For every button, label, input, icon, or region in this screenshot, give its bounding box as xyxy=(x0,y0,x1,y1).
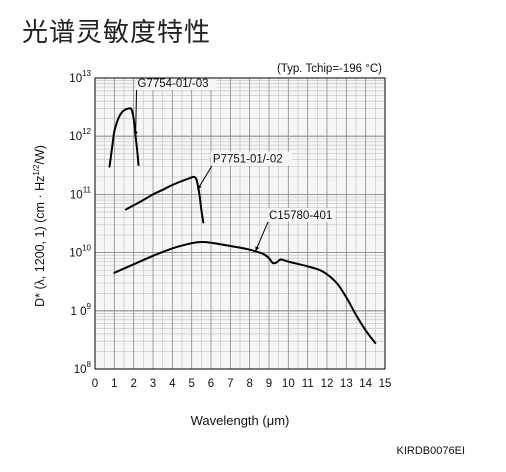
x-tick-label: 8 xyxy=(246,378,252,390)
series-label-leader xyxy=(197,165,213,191)
x-tick-label: 12 xyxy=(321,378,334,390)
x-axis-label: Wavelength (μm) xyxy=(191,413,290,428)
x-tick-label: 11 xyxy=(302,378,314,390)
x-tick-label: 2 xyxy=(130,378,136,390)
document-code: KIRDB0076EI xyxy=(396,445,465,457)
series-label-g7754: G7754-01/-03 xyxy=(138,78,209,90)
major-grid xyxy=(94,77,386,370)
x-tick-label: 6 xyxy=(208,378,214,390)
y-tick-labels: 108 1 09 1010 1011 1012 1013 xyxy=(69,69,91,376)
y-tick-label: 1 09 xyxy=(71,302,92,318)
series-label-bg xyxy=(135,76,217,91)
x-tick-label: 4 xyxy=(169,378,176,390)
y-tick-label: 1010 xyxy=(69,244,91,260)
x-tick-label: 9 xyxy=(266,378,272,390)
x-tick-label: 15 xyxy=(379,378,392,390)
x-tick-label: 10 xyxy=(282,378,295,390)
x-tick-label: 14 xyxy=(359,378,372,390)
series-label-bg xyxy=(267,207,335,222)
chart-note: (Typ. Tchip=-196 °C) xyxy=(276,63,382,75)
series-label-p7751: P7751-01/-02 xyxy=(213,154,283,166)
series-label-c15780: C15780-401 xyxy=(269,210,332,222)
x-tick-label: 0 xyxy=(92,378,98,390)
series-layer xyxy=(108,107,377,344)
series-label-arrowhead xyxy=(133,131,138,137)
series-line xyxy=(108,107,140,168)
x-tick-labels: 0 1 2 3 4 5 6 7 8 9 10 11 12 13 14 15 xyxy=(92,378,392,390)
y-tick-label: 1012 xyxy=(69,127,91,143)
series-label-bg xyxy=(210,151,292,166)
series-line xyxy=(124,175,205,224)
series-label-leader xyxy=(255,221,269,252)
y-tick-label: 1011 xyxy=(70,185,92,201)
series-label-arrowhead xyxy=(197,184,202,190)
minor-grid xyxy=(95,78,385,369)
x-tick-label: 3 xyxy=(150,378,156,390)
page-title: 光谱灵敏度特性 xyxy=(22,18,212,48)
x-tick-label: 13 xyxy=(340,378,353,390)
plot-frame xyxy=(94,77,386,370)
x-tick-label: 1 xyxy=(111,378,117,390)
series-label-leader xyxy=(135,90,138,137)
x-tick-label: 7 xyxy=(227,378,233,390)
y-axis-label: D* (λ, 1200, 1) (cm · Hz1/2/W) xyxy=(32,145,47,307)
y-tick-label: 1013 xyxy=(69,69,91,85)
y-tick-label: 108 xyxy=(74,360,92,376)
series-labels: G7754-01/-03 P7751-01/-02 C15780-401 xyxy=(133,76,335,252)
x-tick-label: 5 xyxy=(188,378,194,390)
series-line xyxy=(113,240,377,344)
series-label-arrowhead xyxy=(255,246,260,252)
